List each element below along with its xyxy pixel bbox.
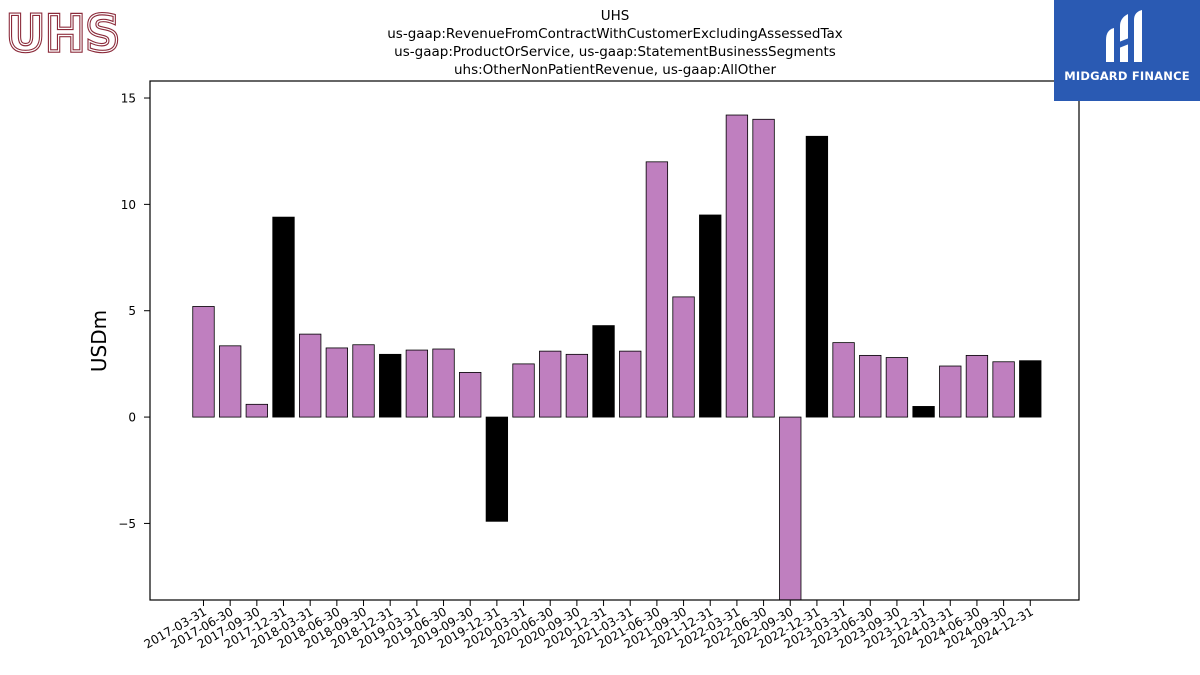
- bar-2020-12-31: [592, 325, 615, 418]
- bar-2024-06-30: [965, 354, 989, 418]
- bar-2022-09-30: [779, 416, 802, 601]
- bar-2023-12-31: [912, 406, 935, 418]
- bars-layer: [192, 114, 1042, 601]
- bar-2020-09-30: [565, 353, 589, 418]
- bar-2019-06-30: [432, 348, 455, 418]
- bar-2019-03-31: [405, 349, 429, 418]
- y-tick-label: −5: [118, 517, 136, 531]
- bar-2023-03-31: [832, 342, 855, 418]
- bar-2020-06-30: [539, 350, 562, 418]
- bar-2022-06-30: [752, 118, 775, 418]
- bar-2023-09-30: [885, 357, 909, 418]
- y-tick-label: 5: [128, 304, 136, 318]
- bar-2019-09-30: [459, 372, 482, 418]
- bar-2017-12-31: [272, 216, 295, 418]
- y-tick-label: 15: [121, 92, 136, 106]
- bar-2024-09-30: [992, 361, 1015, 418]
- bar-2021-03-31: [619, 350, 642, 418]
- midgard-finance-logo: MIDGARD FINANCE: [1054, 0, 1200, 101]
- bar-2018-09-30: [352, 344, 375, 418]
- svg-text:UHS: UHS: [6, 6, 120, 58]
- bar-2022-03-31: [725, 114, 749, 418]
- bar-2024-03-31: [939, 365, 962, 418]
- title-line-4: uhs:OtherNonPatientRevenue, us-gaap:AllO…: [453, 62, 777, 78]
- bar-2018-03-31: [299, 333, 322, 418]
- title-line-1: UHS: [600, 8, 630, 24]
- bar-2021-09-30: [672, 296, 695, 418]
- midgard-mark-icon: [1106, 10, 1142, 62]
- bar-2023-06-30: [859, 354, 882, 418]
- bar-2017-09-30: [245, 403, 268, 418]
- uhs-logo: UHS UHS: [6, 6, 122, 58]
- title-line-2: us-gaap:RevenueFromContractWithCustomerE…: [387, 26, 843, 42]
- bar-2024-12-31: [1019, 360, 1042, 418]
- bar-2019-12-31: [485, 416, 509, 522]
- title-line-3: us-gaap:ProductOrService, us-gaap:Statem…: [394, 44, 836, 60]
- bar-2020-03-31: [512, 363, 535, 418]
- bar-2017-03-31: [192, 306, 215, 418]
- svg-text:UHS: UHS: [6, 6, 120, 58]
- y-tick-label: 10: [121, 198, 136, 212]
- y-tick-label: 0: [128, 411, 136, 425]
- midgard-finance-text: MIDGARD FINANCE: [1064, 69, 1190, 83]
- y-axis-label: USDm: [87, 310, 111, 372]
- bar-2021-06-30: [645, 161, 669, 418]
- x-axis: 2017-03-312017-06-302017-09-302017-12-31…: [142, 600, 1036, 651]
- bar-2022-12-31: [805, 135, 829, 418]
- chart-title: UHS us-gaap:RevenueFromContractWithCusto…: [300, 7, 930, 79]
- plot-frame: [149, 80, 1080, 601]
- bar-2018-12-31: [379, 353, 402, 418]
- bar-2017-06-30: [219, 345, 242, 418]
- y-axis: −5 0 5 10 15: [118, 92, 150, 531]
- bar-2021-12-31: [699, 214, 722, 418]
- bar-2018-06-30: [325, 347, 349, 418]
